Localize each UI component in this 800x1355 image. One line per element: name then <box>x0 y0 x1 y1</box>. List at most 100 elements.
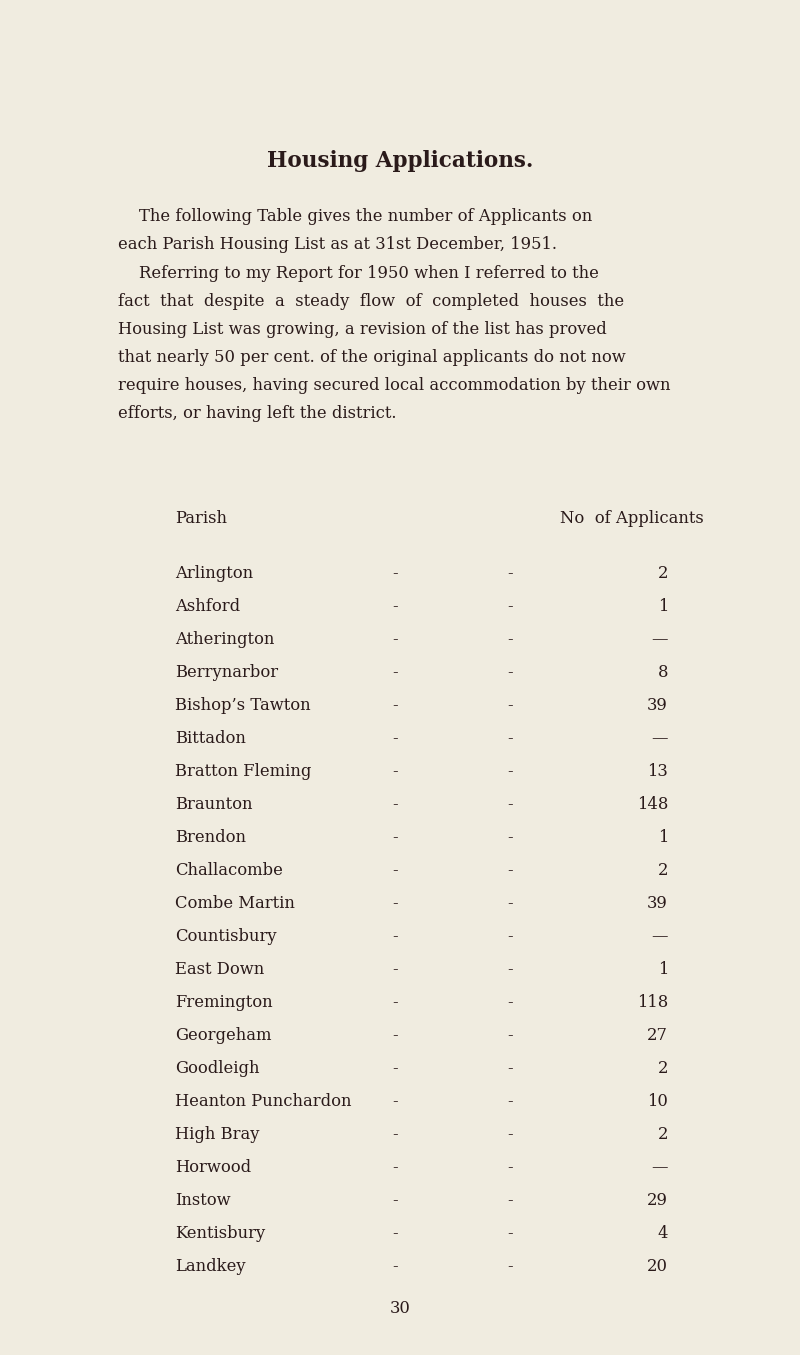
Text: Challacombe: Challacombe <box>175 862 283 879</box>
Text: Fremington: Fremington <box>175 995 273 1011</box>
Text: No  of Applicants: No of Applicants <box>560 509 704 527</box>
Text: Braunton: Braunton <box>175 795 253 813</box>
Text: -: - <box>507 730 513 747</box>
Text: -: - <box>392 928 398 944</box>
Text: —: — <box>651 631 668 648</box>
Text: -: - <box>392 896 398 912</box>
Text: -: - <box>507 1126 513 1144</box>
Text: 10: 10 <box>647 1093 668 1110</box>
Text: each Parish Housing List as at 31st December, 1951.: each Parish Housing List as at 31st Dece… <box>118 236 557 253</box>
Text: -: - <box>392 1257 398 1275</box>
Text: 13: 13 <box>647 763 668 780</box>
Text: -: - <box>392 1126 398 1144</box>
Text: -: - <box>392 631 398 648</box>
Text: Combe Martin: Combe Martin <box>175 896 295 912</box>
Text: 2: 2 <box>658 565 668 583</box>
Text: -: - <box>392 763 398 780</box>
Text: Heanton Punchardon: Heanton Punchardon <box>175 1093 351 1110</box>
Text: -: - <box>507 664 513 682</box>
Text: -: - <box>392 1093 398 1110</box>
Text: -: - <box>392 1159 398 1176</box>
Text: 2: 2 <box>658 1126 668 1144</box>
Text: Bittadon: Bittadon <box>175 730 246 747</box>
Text: -: - <box>507 1192 513 1209</box>
Text: Bishop’s Tawton: Bishop’s Tawton <box>175 696 310 714</box>
Text: 2: 2 <box>658 862 668 879</box>
Text: Instow: Instow <box>175 1192 230 1209</box>
Text: —: — <box>651 928 668 944</box>
Text: High Bray: High Bray <box>175 1126 259 1144</box>
Text: 4: 4 <box>658 1225 668 1243</box>
Text: Georgeham: Georgeham <box>175 1027 271 1043</box>
Text: -: - <box>507 1225 513 1243</box>
Text: -: - <box>507 1159 513 1176</box>
Text: -: - <box>507 631 513 648</box>
Text: 1: 1 <box>658 829 668 846</box>
Text: -: - <box>507 829 513 846</box>
Text: -: - <box>392 730 398 747</box>
Text: East Down: East Down <box>175 961 264 978</box>
Text: Brendon: Brendon <box>175 829 246 846</box>
Text: -: - <box>392 664 398 682</box>
Text: -: - <box>392 795 398 813</box>
Text: -: - <box>507 1027 513 1043</box>
Text: Horwood: Horwood <box>175 1159 251 1176</box>
Text: 1: 1 <box>658 961 668 978</box>
Text: -: - <box>507 896 513 912</box>
Text: 118: 118 <box>637 995 668 1011</box>
Text: Housing List was growing, a revision of the list has proved: Housing List was growing, a revision of … <box>118 321 606 337</box>
Text: fact  that  despite  a  steady  flow  of  completed  houses  the: fact that despite a steady flow of compl… <box>118 293 624 310</box>
Text: -: - <box>392 1060 398 1077</box>
Text: Parish: Parish <box>175 509 227 527</box>
Text: -: - <box>392 862 398 879</box>
Text: -: - <box>507 1093 513 1110</box>
Text: Ashford: Ashford <box>175 598 240 615</box>
Text: 39: 39 <box>647 696 668 714</box>
Text: The following Table gives the number of Applicants on: The following Table gives the number of … <box>118 209 592 225</box>
Text: Referring to my Report for 1950 when I referred to the: Referring to my Report for 1950 when I r… <box>118 266 599 282</box>
Text: Landkey: Landkey <box>175 1257 246 1275</box>
Text: Berrynarbor: Berrynarbor <box>175 664 278 682</box>
Text: Kentisbury: Kentisbury <box>175 1225 266 1243</box>
Text: -: - <box>392 961 398 978</box>
Text: -: - <box>392 598 398 615</box>
Text: -: - <box>392 1225 398 1243</box>
Text: —: — <box>651 730 668 747</box>
Text: -: - <box>507 795 513 813</box>
Text: -: - <box>392 995 398 1011</box>
Text: -: - <box>392 696 398 714</box>
Text: 1: 1 <box>658 598 668 615</box>
Text: -: - <box>507 928 513 944</box>
Text: -: - <box>392 1027 398 1043</box>
Text: -: - <box>507 862 513 879</box>
Text: -: - <box>507 598 513 615</box>
Text: -: - <box>507 961 513 978</box>
Text: 29: 29 <box>647 1192 668 1209</box>
Text: 8: 8 <box>658 664 668 682</box>
Text: 20: 20 <box>647 1257 668 1275</box>
Text: require houses, having secured local accommodation by their own: require houses, having secured local acc… <box>118 377 670 394</box>
Text: 30: 30 <box>390 1299 410 1317</box>
Text: 27: 27 <box>647 1027 668 1043</box>
Text: —: — <box>651 1159 668 1176</box>
Text: -: - <box>392 565 398 583</box>
Text: -: - <box>507 995 513 1011</box>
Text: 39: 39 <box>647 896 668 912</box>
Text: Atherington: Atherington <box>175 631 274 648</box>
Text: Housing Applications.: Housing Applications. <box>267 150 533 172</box>
Text: -: - <box>507 1257 513 1275</box>
Text: that nearly 50 per cent. of the original applicants do not now: that nearly 50 per cent. of the original… <box>118 350 626 366</box>
Text: -: - <box>507 565 513 583</box>
Text: efforts, or having left the district.: efforts, or having left the district. <box>118 405 397 421</box>
Text: -: - <box>392 1192 398 1209</box>
Text: -: - <box>392 829 398 846</box>
Text: 148: 148 <box>637 795 668 813</box>
Text: Goodleigh: Goodleigh <box>175 1060 259 1077</box>
Text: Arlington: Arlington <box>175 565 253 583</box>
Text: -: - <box>507 1060 513 1077</box>
Text: 2: 2 <box>658 1060 668 1077</box>
Text: -: - <box>507 763 513 780</box>
Text: Countisbury: Countisbury <box>175 928 277 944</box>
Text: -: - <box>507 696 513 714</box>
Text: Bratton Fleming: Bratton Fleming <box>175 763 311 780</box>
